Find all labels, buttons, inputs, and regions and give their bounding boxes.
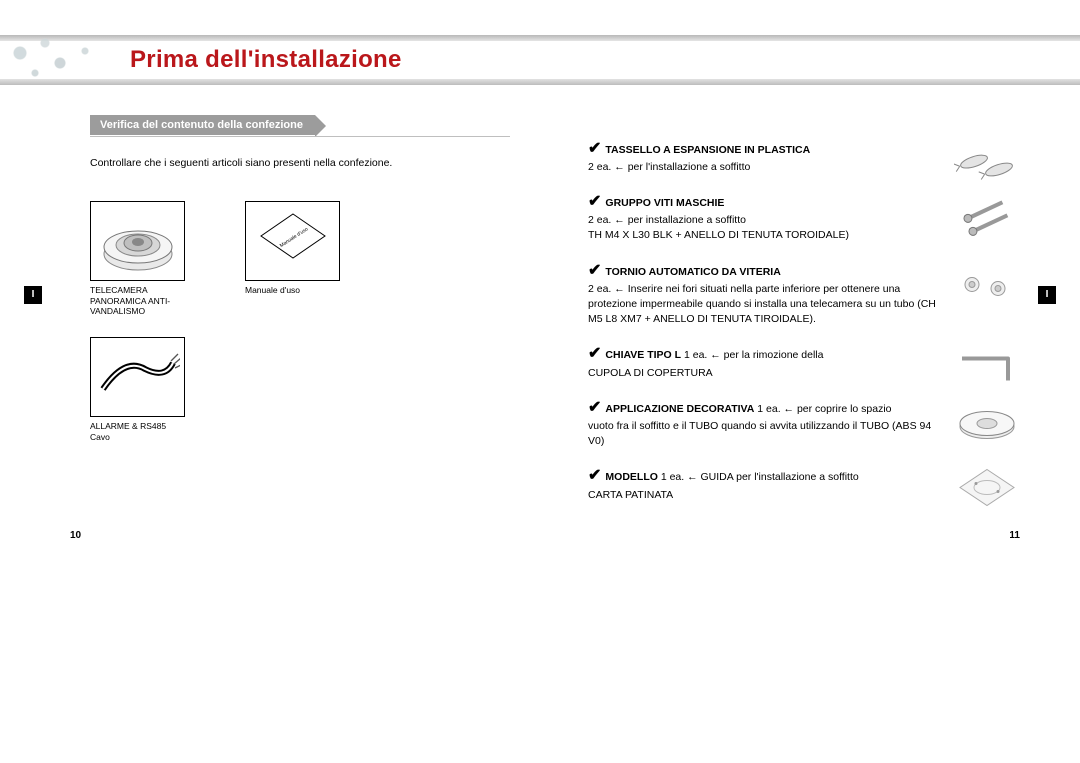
bolts-icon bbox=[954, 260, 1020, 315]
item-screws: ✔GRUPPO VITI MASCHIE 2 ea. ← per install… bbox=[588, 191, 1018, 243]
manual-icon: Manuale d'uso bbox=[258, 211, 328, 271]
water-drops-decoration bbox=[0, 33, 110, 88]
thumb-manual: Manuale d'uso Manuale d'uso bbox=[245, 201, 340, 317]
caption-camera: TELECAMERA PANORAMICA ANTI-VANDALISMO bbox=[90, 285, 185, 317]
screws-icon bbox=[954, 187, 1020, 242]
section-header: Verifica del contenuto della confezione bbox=[90, 115, 315, 135]
lang-tab-left: I bbox=[24, 286, 42, 304]
intro-text: Controllare che i seguenti articoli sian… bbox=[90, 157, 490, 169]
item-template: ✔MODELLO 1 ea. ← GUIDA per l'installazio… bbox=[588, 465, 1018, 502]
caption-cable: ALLARME & RS485 Cavo bbox=[90, 421, 185, 442]
hexkey-icon bbox=[954, 341, 1020, 396]
thumb-cable: ALLARME & RS485 Cavo bbox=[90, 337, 185, 442]
chapter-title: Prima dell'installazione bbox=[130, 41, 402, 79]
camera-icon bbox=[98, 209, 178, 274]
item-anchor: ✔TASSELLO A ESPANSIONE IN PLASTICA 2 ea.… bbox=[588, 138, 1018, 175]
anchor-icon bbox=[954, 132, 1020, 187]
left-page: Verifica del contenuto della confezione … bbox=[90, 115, 490, 462]
item-hexkey: ✔CHIAVE TIPO L 1 ea. ← per la rimozione … bbox=[588, 343, 1018, 380]
page-number-left: 10 bbox=[70, 530, 81, 541]
cable-icon bbox=[95, 349, 180, 404]
lang-tab-right: I bbox=[1038, 286, 1056, 304]
item-ring: ✔APPLICAZIONE DECORATIVA 1 ea. ← per cop… bbox=[588, 397, 1018, 450]
thumb-camera: TELECAMERA PANORAMICA ANTI-VANDALISMO bbox=[90, 201, 185, 317]
page-number-right: 11 bbox=[1009, 530, 1020, 541]
item-bolts: ✔TORNIO AUTOMATICO DA VITERIA 2 ea. ← In… bbox=[588, 260, 1018, 328]
template-icon bbox=[954, 463, 1020, 518]
ring-icon bbox=[954, 397, 1020, 452]
right-page: ✔TASSELLO A ESPANSIONE IN PLASTICA 2 ea.… bbox=[588, 138, 1018, 519]
thumbs: TELECAMERA PANORAMICA ANTI-VANDALISMO Ma… bbox=[90, 201, 490, 442]
header-band: Prima dell'installazione bbox=[0, 35, 1080, 85]
caption-manual: Manuale d'uso bbox=[245, 285, 340, 296]
